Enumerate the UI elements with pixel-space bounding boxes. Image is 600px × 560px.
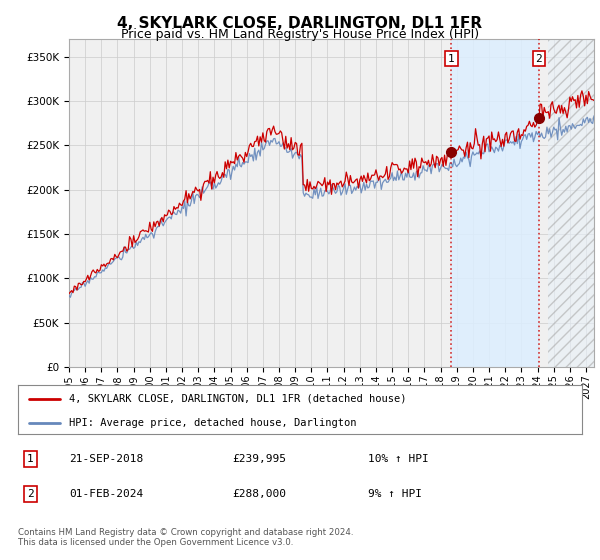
Text: 21-SEP-2018: 21-SEP-2018 [69,454,143,464]
Text: 4, SKYLARK CLOSE, DARLINGTON, DL1 1FR (detached house): 4, SKYLARK CLOSE, DARLINGTON, DL1 1FR (d… [69,394,406,404]
Text: Contains HM Land Registry data © Crown copyright and database right 2024.
This d: Contains HM Land Registry data © Crown c… [18,528,353,547]
Text: 1: 1 [27,454,34,464]
Text: 01-FEB-2024: 01-FEB-2024 [69,489,143,499]
Text: 4, SKYLARK CLOSE, DARLINGTON, DL1 1FR: 4, SKYLARK CLOSE, DARLINGTON, DL1 1FR [118,16,482,31]
Text: 9% ↑ HPI: 9% ↑ HPI [368,489,422,499]
Text: £288,000: £288,000 [232,489,286,499]
Text: Price paid vs. HM Land Registry's House Price Index (HPI): Price paid vs. HM Land Registry's House … [121,28,479,41]
Bar [548,39,594,367]
Text: HPI: Average price, detached house, Darlington: HPI: Average price, detached house, Darl… [69,418,356,428]
Text: 2: 2 [536,54,542,64]
Text: 10% ↑ HPI: 10% ↑ HPI [368,454,428,464]
Text: £239,995: £239,995 [232,454,286,464]
Bar [451,39,539,367]
Text: 2: 2 [27,489,34,499]
Text: 1: 1 [448,54,455,64]
